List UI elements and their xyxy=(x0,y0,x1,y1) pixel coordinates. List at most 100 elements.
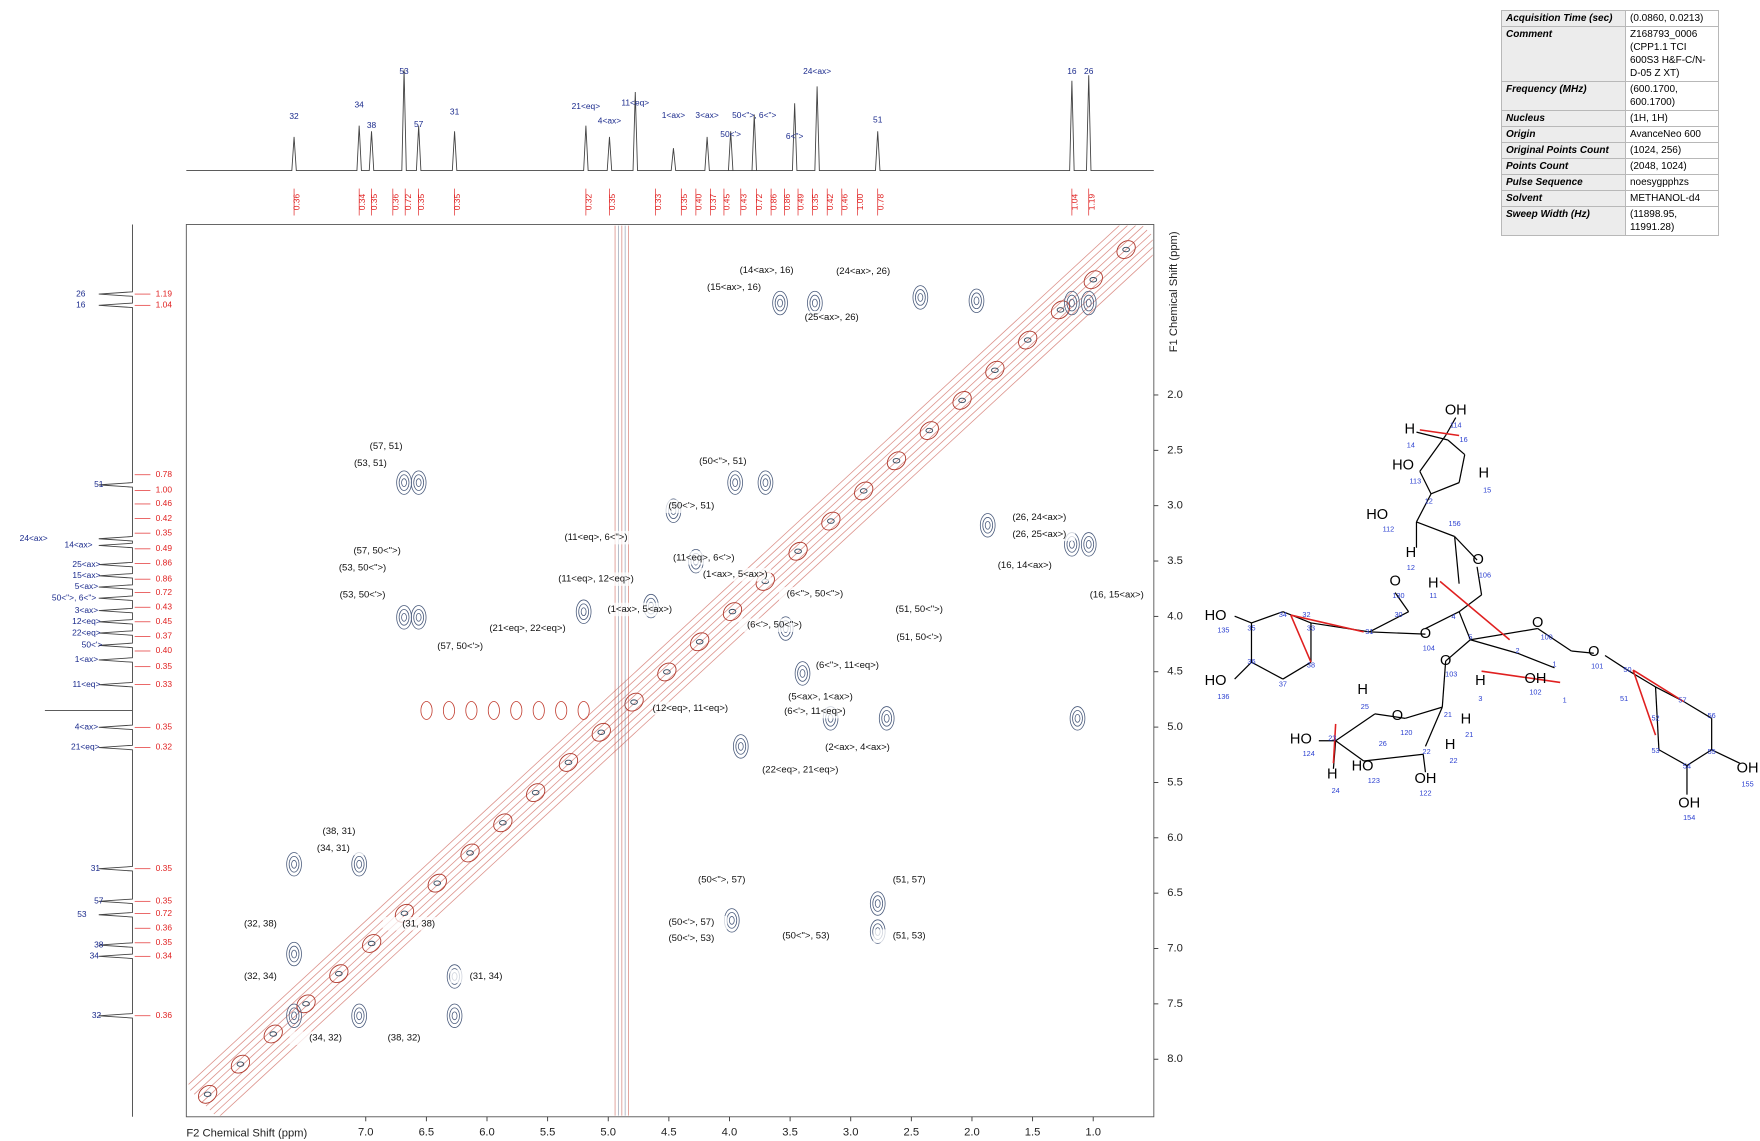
cross-contour xyxy=(1074,714,1081,723)
cross-peak-label-bg xyxy=(685,873,758,887)
cross-contour xyxy=(1083,536,1095,553)
cross-contour xyxy=(578,603,589,620)
cross-contour xyxy=(1069,298,1075,308)
cross-contour xyxy=(580,607,587,617)
parameter-name: Solvent xyxy=(1501,190,1626,207)
noe-arrow xyxy=(1290,614,1312,663)
cross-contour xyxy=(291,949,297,959)
atom-number: 21 xyxy=(1444,710,1452,719)
diagonal-peak-core xyxy=(892,458,901,464)
diagonal-peak-core xyxy=(1122,246,1130,253)
cross-peak-label: (16, 15<ax>) xyxy=(1090,589,1144,600)
top-integral: 0.72 xyxy=(403,194,413,211)
cross-peak-label-bg xyxy=(655,499,728,513)
cross-contour xyxy=(288,1007,300,1025)
cross-peak-label: (34, 31) xyxy=(317,843,350,854)
cross-peak-label-bg xyxy=(350,439,423,454)
parameter-name: Acquisition Time (sec) xyxy=(1501,10,1626,27)
cross-peak-label-bg xyxy=(1080,588,1153,602)
x-axis-title: F2 Chemical Shift (ppm) xyxy=(186,1128,307,1140)
top-integral: 0.72 xyxy=(754,194,764,211)
atom-label: HO xyxy=(1205,608,1227,624)
left-peak-label: 1<ax> xyxy=(75,654,98,664)
cross-contour xyxy=(757,470,774,495)
cross-contour xyxy=(449,1007,460,1025)
diagonal-peak xyxy=(690,632,710,652)
bond xyxy=(1711,749,1740,764)
diagonal-peak-core xyxy=(1023,337,1032,343)
diagonal-contour xyxy=(197,225,1144,1099)
solvent-band xyxy=(555,701,568,720)
bond xyxy=(1441,661,1447,708)
top-integral: 0.36 xyxy=(390,194,400,211)
cross-contour xyxy=(874,899,881,908)
left-integral: 0.86 xyxy=(156,573,173,583)
top-integral: 0.49 xyxy=(796,194,806,211)
atom-number: 25 xyxy=(1361,702,1369,711)
diagonal-contour xyxy=(193,225,1137,1095)
atom-number: 54 xyxy=(1683,762,1691,771)
cross-contour xyxy=(760,474,771,491)
atom-label: HO xyxy=(1205,673,1227,689)
cross-peak-label: (21<eq>, 22<eq>) xyxy=(489,623,565,634)
left-peak-label: 57 xyxy=(94,896,104,906)
parameter-row: Comment Z168793_0006 (CPP1.1 TCI 600S3 H&… xyxy=(1501,26,1719,82)
top-integral: 0.37 xyxy=(708,194,718,211)
atom-label: OH xyxy=(1737,761,1759,777)
noe-arrow xyxy=(1632,669,1657,736)
cross-contour xyxy=(728,916,735,925)
cross-peak-label-bg xyxy=(560,572,632,586)
diagonal-peak xyxy=(362,934,382,953)
diagonal-peak xyxy=(460,843,480,863)
cross-peak-label: (50<'>, 53) xyxy=(668,933,714,944)
cross-peak-label: (38, 32) xyxy=(388,1033,421,1044)
plot-frame xyxy=(185,224,1155,1118)
top-peak-label: 6<"> xyxy=(786,131,804,141)
cross-peak-label: (51, 57) xyxy=(893,874,926,885)
left-peak-label: 50<">, 6<"> xyxy=(52,592,96,602)
atom-label: HO xyxy=(1392,458,1414,474)
cross-contour xyxy=(777,298,783,308)
atom-number: 15 xyxy=(1483,485,1491,494)
cross-peak-label-bg xyxy=(764,763,837,777)
top-peak-label: 16 xyxy=(1067,66,1077,76)
bond xyxy=(1571,650,1594,654)
left-integral: 0.37 xyxy=(156,631,173,641)
left-peak-label: 51 xyxy=(94,479,104,489)
cross-peak-label-bg xyxy=(289,1031,362,1045)
bond xyxy=(1604,654,1628,671)
atom-number: 12 xyxy=(1407,563,1415,572)
bond xyxy=(1454,536,1478,561)
cross-peak-label: (57, 50<">) xyxy=(353,546,400,557)
diagonal-peak xyxy=(263,1024,283,1044)
parameter-value: Z168793_0006 (CPP1.1 TCI 600S3 H&F-C/N-D… xyxy=(1625,26,1719,82)
atom-number: 30 xyxy=(1394,610,1402,619)
cross-peak-label-bg xyxy=(738,618,811,632)
atom-number: 50 xyxy=(1623,665,1631,674)
y-tick-label: 6.0 xyxy=(1167,832,1183,844)
top-integral: 0.40 xyxy=(693,194,703,211)
atom-number: 26 xyxy=(1379,739,1387,748)
diagonal-peak-core xyxy=(236,1061,245,1067)
cross-peak-label-bg xyxy=(303,824,375,839)
cross-contour xyxy=(288,945,300,963)
x-tick-label: 2.5 xyxy=(904,1126,920,1138)
top-integral: 1.00 xyxy=(855,194,865,211)
bond xyxy=(1335,713,1376,742)
atom-number: 155 xyxy=(1741,779,1753,788)
atom-number: 156 xyxy=(1449,519,1461,528)
diagonal-peak-core xyxy=(991,367,999,373)
atom-number: 57 xyxy=(1678,695,1686,704)
cross-contour xyxy=(735,738,747,755)
atom-number: 22 xyxy=(1423,747,1431,756)
cross-peak-label: (25<ax>, 26) xyxy=(805,312,859,323)
atom-number: 106 xyxy=(1479,571,1491,580)
cross-contour xyxy=(869,891,886,916)
diagonal-peak-core xyxy=(630,699,638,705)
x-tick-label: 5.0 xyxy=(600,1126,616,1138)
bond xyxy=(1447,439,1466,456)
left-peak-label: 22<eq> xyxy=(72,627,101,637)
cross-contour xyxy=(401,478,407,487)
parameter-value: METHANOL-d4 xyxy=(1625,190,1719,207)
